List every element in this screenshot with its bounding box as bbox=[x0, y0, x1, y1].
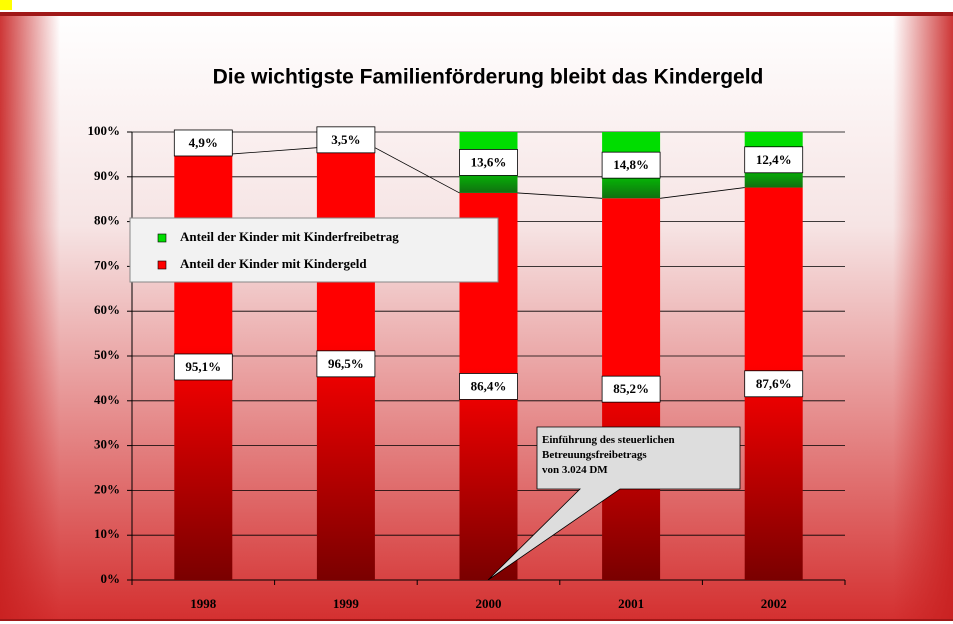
series-line bbox=[374, 147, 460, 194]
value-label: 3,5% bbox=[331, 132, 360, 147]
x-tick-label: 1998 bbox=[190, 596, 217, 611]
legend-box bbox=[129, 217, 499, 283]
legend-label: Anteil der Kinder mit Kinderfreibetrag bbox=[180, 229, 399, 244]
corner-mark bbox=[0, 0, 12, 10]
y-tick-label: 0% bbox=[101, 571, 121, 586]
y-tick-label: 10% bbox=[94, 526, 120, 541]
value-label-box bbox=[744, 146, 804, 174]
y-tick-label: 90% bbox=[94, 168, 120, 183]
value-label: 85,2% bbox=[613, 381, 649, 396]
value-label: 14,8% bbox=[613, 157, 649, 172]
value-label-box bbox=[173, 353, 233, 381]
y-tick-label: 30% bbox=[94, 437, 120, 452]
value-label-box bbox=[601, 375, 661, 403]
value-label-box bbox=[173, 129, 233, 157]
x-tick-label: 2000 bbox=[476, 596, 502, 611]
chart-title: Die wichtigste Familienförderung bleibt … bbox=[213, 66, 764, 89]
value-label: 96,5% bbox=[328, 356, 364, 371]
y-tick-label: 100% bbox=[88, 123, 121, 138]
y-tick-label: 50% bbox=[94, 347, 120, 362]
value-label-box bbox=[459, 149, 518, 176]
legend-swatch bbox=[157, 260, 167, 270]
y-tick-label: 60% bbox=[94, 302, 120, 317]
value-label-box bbox=[316, 350, 376, 378]
series-line bbox=[660, 187, 745, 199]
annotation: Einführung des steuerlichen bbox=[542, 434, 675, 446]
top-rule bbox=[0, 12, 953, 16]
x-tick-label: 2001 bbox=[618, 596, 644, 611]
series-line bbox=[517, 192, 603, 199]
value-label: 87,6% bbox=[756, 376, 792, 391]
legend-label: Anteil der Kinder mit Kindergeld bbox=[180, 256, 367, 271]
value-label-box bbox=[316, 126, 376, 154]
background-edge bbox=[893, 14, 953, 620]
annotation: von 3.024 DM bbox=[542, 464, 608, 476]
background-edge bbox=[0, 14, 60, 620]
x-tick-label: 1999 bbox=[333, 596, 360, 611]
bottom-rule bbox=[0, 619, 953, 621]
value-label: 12,4% bbox=[756, 152, 792, 167]
value-label-box bbox=[459, 373, 518, 400]
annotation: Betreuungsfreibetrags bbox=[542, 449, 647, 461]
legend-swatch bbox=[157, 233, 167, 243]
callout bbox=[487, 426, 741, 581]
value-label: 13,6% bbox=[471, 154, 507, 169]
y-tick-label: 40% bbox=[94, 392, 120, 407]
y-tick-label: 70% bbox=[94, 257, 120, 272]
y-tick-label: 80% bbox=[94, 213, 120, 228]
value-label-box bbox=[601, 151, 661, 179]
y-tick-label: 20% bbox=[94, 481, 120, 496]
series-line bbox=[232, 147, 317, 155]
value-label: 4,9% bbox=[189, 135, 218, 150]
value-label: 95,1% bbox=[185, 359, 221, 374]
value-label: 86,4% bbox=[471, 378, 507, 393]
x-tick-label: 2002 bbox=[761, 596, 787, 611]
value-label-box bbox=[744, 370, 804, 398]
